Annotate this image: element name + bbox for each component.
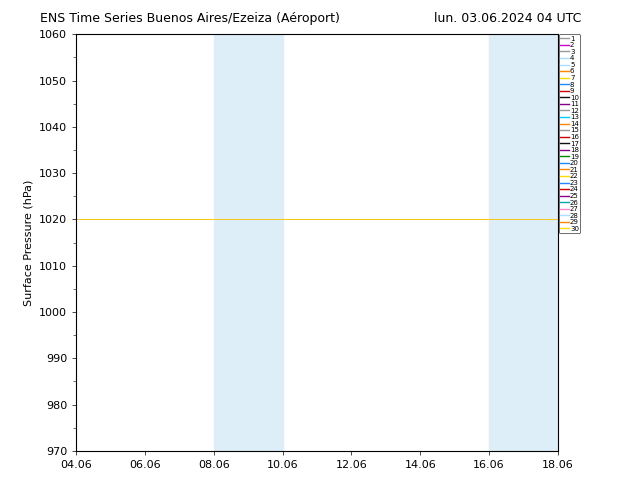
- Bar: [489, 34, 558, 451]
- Y-axis label: Surface Pressure (hPa): Surface Pressure (hPa): [23, 179, 34, 306]
- Text: ENS Time Series Buenos Aires/Ezeiza (Aéroport): ENS Time Series Buenos Aires/Ezeiza (Aér…: [41, 12, 340, 25]
- Legend: 1, 2, 3, 4, 5, 6, 7, 8, 9, 10, 11, 12, 13, 14, 15, 16, 17, 18, 19, 20, 21, 22, 2: 1, 2, 3, 4, 5, 6, 7, 8, 9, 10, 11, 12, 1…: [559, 34, 580, 233]
- Bar: [214, 34, 283, 451]
- Text: lun. 03.06.2024 04 UTC: lun. 03.06.2024 04 UTC: [434, 12, 581, 25]
